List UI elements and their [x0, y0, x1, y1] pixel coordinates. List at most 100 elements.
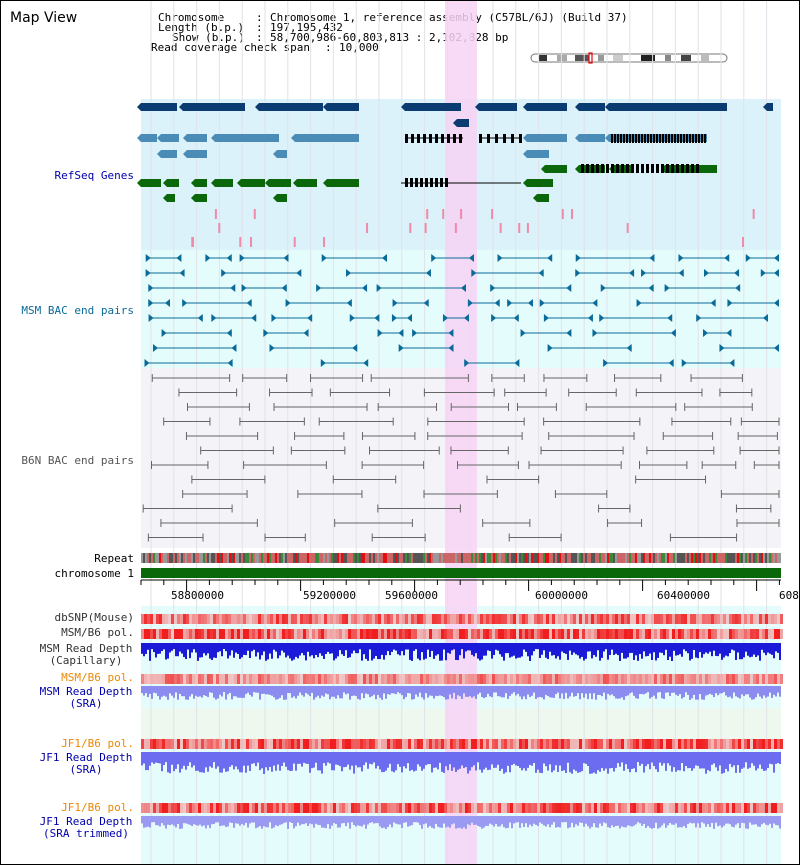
heat-cell: [399, 674, 402, 684]
depth-bar: [513, 816, 515, 824]
track-label-b6n-bac[interactable]: B6N BAC end pairs: [21, 454, 134, 467]
track-label-dbsnp[interactable]: dbSNP(Mouse): [54, 611, 134, 624]
track-label-msm-read-depth-sra[interactable]: MSM Read Depth (SRA): [35, 686, 137, 710]
repeat-mark: [571, 553, 573, 563]
repeat-mark: [471, 553, 473, 563]
tick-label: 60400000: [657, 589, 710, 602]
track-label-jf1-read-depth-sra[interactable]: JF1 Read Depth (SRA): [35, 752, 137, 776]
track-label-repeat[interactable]: Repeat: [94, 552, 134, 565]
b6n-bac-end-pairs[interactable]: [142, 374, 780, 542]
repeat-track[interactable]: [141, 553, 781, 563]
depth-bar: [703, 816, 705, 824]
depth-bar: [559, 752, 561, 766]
depth-bar: [251, 686, 253, 697]
depth-bar: [171, 643, 173, 651]
depth-bar: [321, 686, 323, 696]
depth-bar: [673, 643, 675, 651]
depth-bar: [401, 686, 403, 696]
depth-bar: [233, 816, 235, 828]
depth-bar: [313, 686, 315, 700]
exon: [601, 164, 604, 173]
depth-bar: [763, 752, 765, 771]
track-label-refseq[interactable]: RefSeq Genes: [54, 169, 134, 182]
depth-bar: [713, 752, 715, 764]
heat-cell: [480, 614, 483, 624]
heat-cell: [174, 739, 177, 749]
heat-cell: [543, 739, 546, 749]
heat-cell: [465, 629, 468, 639]
gene-arrow: [265, 179, 269, 187]
track-label-msm-b6-pol[interactable]: MSM/B6 pol.: [61, 626, 134, 639]
heat-cell: [717, 739, 720, 749]
repeat-mark: [631, 553, 633, 563]
depth-bar: [575, 816, 577, 825]
heat-cell: [459, 629, 462, 639]
heat-cell: [627, 803, 630, 813]
heat-cell: [306, 629, 309, 639]
heat-cell: [327, 739, 330, 749]
depth-bar: [147, 816, 149, 827]
rna-mark: [561, 209, 564, 219]
gene-arrow: [293, 179, 297, 187]
repeat-mark: [399, 553, 401, 563]
heat-cell: [441, 614, 444, 624]
track-label-jf1-b6-pol-2[interactable]: JF1/B6 pol.: [61, 801, 134, 814]
chromosome-bar[interactable]: [141, 568, 781, 578]
heat-cell: [165, 739, 168, 749]
depth-bar: [725, 643, 727, 656]
depth-bar: [299, 643, 301, 656]
chromosome-ideogram[interactable]: [530, 52, 728, 64]
depth-bar: [697, 816, 699, 824]
msm-bac-end-pairs[interactable]: [144, 254, 779, 367]
depth-bar: [145, 816, 147, 828]
exon: [629, 134, 631, 143]
depth-bar: [381, 752, 383, 773]
heat-cell: [189, 629, 192, 639]
heat-cell: [411, 629, 414, 639]
track-label-jf1-b6-pol[interactable]: JF1/B6 pol.: [61, 737, 134, 750]
depth-bar: [461, 816, 463, 829]
heat-cell: [450, 803, 453, 813]
track-label-msm-bac[interactable]: MSM BAC end pairs: [21, 304, 134, 317]
depth-bar: [435, 686, 437, 696]
depth-bar: [241, 643, 243, 658]
heat-cell: [165, 614, 168, 624]
heat-cell: [540, 674, 543, 684]
track-label-jf1-read-depth-trimmed[interactable]: JF1 Read Depth (SRA trimmed): [35, 816, 137, 840]
exon: [641, 134, 643, 143]
gene-block: [141, 134, 157, 142]
heat-cell: [756, 803, 759, 813]
depth-bar: [711, 643, 713, 657]
track-label-chromosome[interactable]: chromosome 1: [54, 567, 134, 580]
heat-cell: [330, 614, 333, 624]
depth-bar: [411, 686, 413, 700]
heat-cell: [237, 629, 240, 639]
heat-cell: [438, 803, 441, 813]
depth-bar: [421, 643, 423, 653]
heat-cell: [453, 614, 456, 624]
exon: [586, 164, 589, 173]
refseq-genes[interactable]: [137, 103, 773, 247]
bac-end: [538, 269, 544, 277]
gene-arrow: [183, 134, 187, 142]
heat-tracks[interactable]: [141, 614, 783, 813]
heat-cell: [480, 629, 483, 639]
repeat-mark: [409, 553, 411, 563]
depth-tracks[interactable]: [141, 643, 781, 829]
track-label-msm-read-depth-capillary[interactable]: MSM Read Depth (Capillary): [35, 643, 137, 667]
bac-end: [382, 254, 388, 262]
heat-cell: [528, 803, 531, 813]
heat-cell: [324, 614, 327, 624]
depth-bar: [509, 686, 511, 696]
depth-bar: [731, 816, 733, 827]
repeat-mark: [751, 553, 753, 563]
heat-cell: [150, 629, 153, 639]
heat-cell: [147, 674, 150, 684]
track-label-msm-b6-pol-sra[interactable]: MSM/B6 pol.: [61, 671, 134, 684]
repeat-mark: [153, 553, 155, 563]
gene-block: [295, 134, 359, 142]
depth-bar: [651, 816, 653, 829]
depth-bar: [691, 752, 693, 771]
heat-cell: [534, 674, 537, 684]
